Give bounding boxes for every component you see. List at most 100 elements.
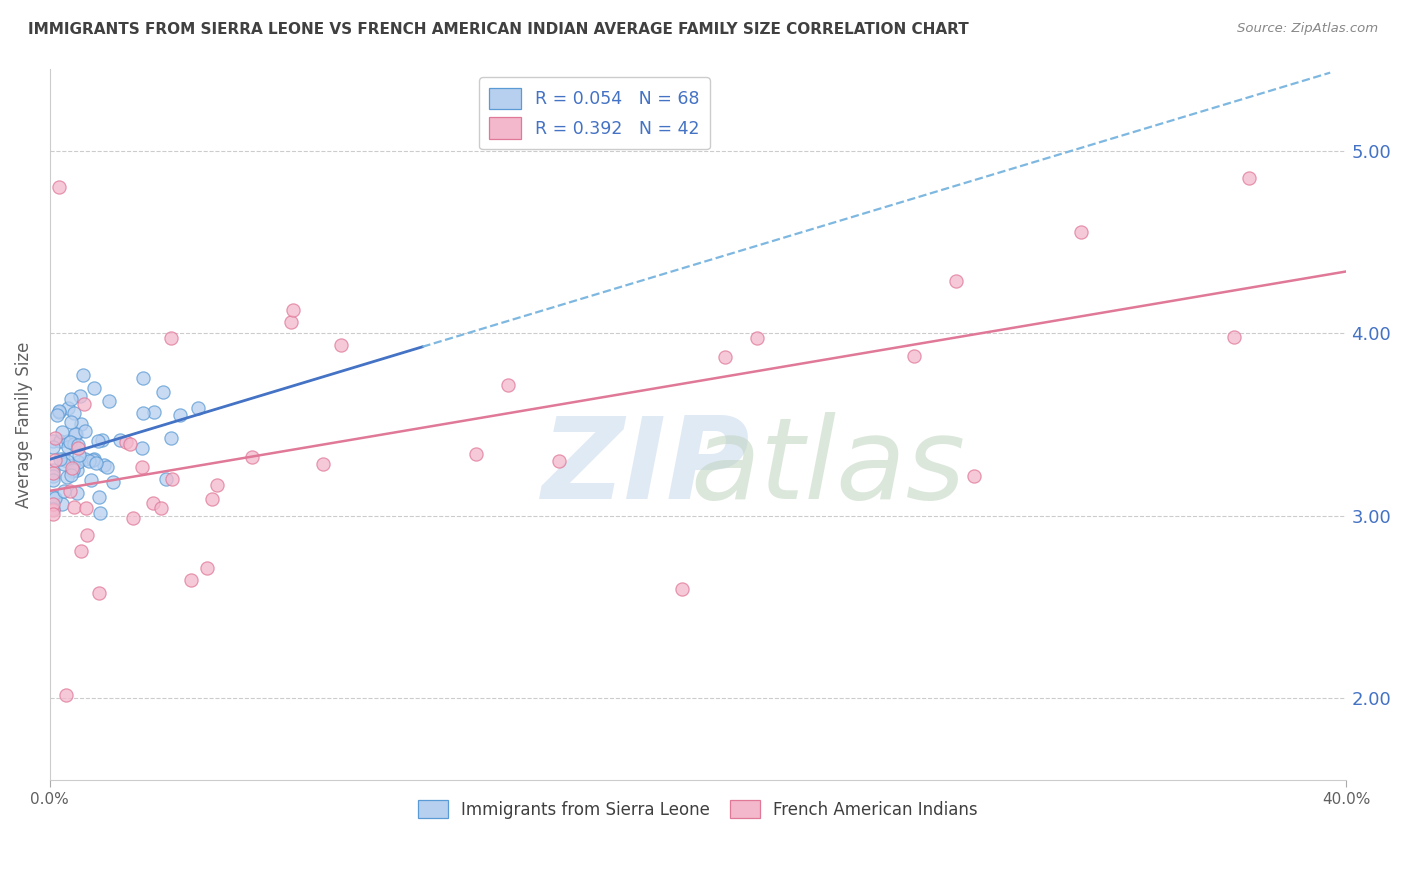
Point: [70, 544, 93, 558]
Text: IMMIGRANTS FROM SIERRA LEONE VS FRENCH AMERICAN INDIAN AVERAGE FAMILY SIZE CORRE: IMMIGRANTS FROM SIERRA LEONE VS FRENCH A…: [28, 22, 969, 37]
Point: [83, 452, 105, 467]
Point: [114, 435, 136, 450]
Point: [548, 453, 571, 467]
Point: [42, 508, 65, 522]
Point: [201, 491, 224, 506]
Point: [52, 451, 75, 466]
Point: [42, 440, 65, 454]
Point: [152, 385, 174, 400]
Point: [44, 453, 66, 467]
Point: [62, 437, 84, 451]
Point: [69, 417, 91, 431]
Point: [48, 404, 70, 418]
Point: [46, 409, 69, 423]
Point: [169, 408, 191, 422]
Point: [87, 434, 110, 448]
Text: ZIP: ZIP: [541, 411, 751, 523]
Point: [1070, 225, 1092, 239]
Point: [180, 573, 202, 587]
Point: [59, 435, 82, 450]
Point: [60, 464, 83, 478]
Point: [53, 484, 76, 499]
Point: [121, 511, 143, 525]
Point: [67, 448, 90, 462]
Point: [58, 401, 80, 415]
Point: [62, 458, 84, 473]
Point: [42, 473, 65, 487]
Point: [465, 447, 488, 461]
Point: [51, 425, 73, 440]
Point: [195, 561, 218, 575]
Point: [58, 483, 80, 498]
Point: [56, 454, 79, 468]
Point: [75, 501, 97, 516]
Point: [149, 500, 172, 515]
Point: [67, 438, 90, 452]
Point: [83, 381, 105, 395]
Point: [42, 503, 65, 517]
Point: [240, 450, 263, 464]
Text: Source: ZipAtlas.com: Source: ZipAtlas.com: [1237, 22, 1378, 36]
Point: [63, 426, 86, 441]
Point: [42, 502, 65, 516]
Point: [42, 466, 65, 480]
Point: [73, 424, 96, 438]
Point: [55, 470, 77, 484]
Point: [281, 303, 304, 318]
Y-axis label: Average Family Size: Average Family Size: [15, 342, 32, 508]
Point: [187, 401, 209, 415]
Point: [56, 440, 79, 454]
Point: [903, 349, 925, 363]
Point: [96, 459, 118, 474]
Point: [62, 500, 84, 514]
Point: [131, 441, 153, 455]
Point: [207, 478, 229, 492]
Point: [1237, 171, 1260, 186]
Point: [97, 394, 120, 409]
Point: [132, 407, 155, 421]
Point: [72, 368, 94, 383]
Point: [963, 469, 986, 483]
Point: [49, 452, 72, 467]
Point: [62, 463, 84, 477]
Point: [330, 338, 353, 352]
Point: [120, 437, 142, 451]
Point: [160, 472, 183, 486]
Point: [42, 491, 65, 505]
Point: [87, 585, 110, 599]
Point: [132, 371, 155, 385]
Point: [65, 486, 87, 500]
Point: [44, 431, 66, 445]
Point: [60, 461, 83, 475]
Point: [42, 497, 65, 511]
Point: [67, 441, 90, 455]
Point: [87, 490, 110, 504]
Point: [155, 473, 177, 487]
Point: [60, 467, 83, 482]
Point: [53, 457, 76, 471]
Point: [69, 389, 91, 403]
Point: [63, 405, 86, 419]
Point: [84, 456, 107, 470]
Point: [312, 458, 335, 472]
Point: [42, 469, 65, 483]
Point: [89, 506, 111, 520]
Point: [42, 434, 65, 449]
Point: [76, 528, 98, 542]
Point: [80, 473, 103, 487]
Point: [66, 463, 89, 477]
Point: [42, 463, 65, 477]
Point: [77, 454, 100, 468]
Point: [101, 475, 124, 489]
Point: [82, 453, 104, 467]
Point: [159, 331, 181, 345]
Point: [714, 350, 737, 364]
Point: [142, 496, 165, 510]
Point: [51, 497, 73, 511]
Point: [73, 397, 96, 411]
Point: [1223, 330, 1246, 344]
Point: [159, 431, 181, 445]
Point: [44, 491, 66, 505]
Text: atlas: atlas: [690, 411, 966, 523]
Point: [75, 452, 97, 467]
